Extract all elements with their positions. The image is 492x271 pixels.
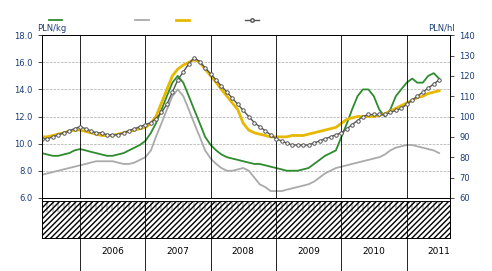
Text: PLN/hl: PLN/hl — [429, 24, 455, 33]
Text: 2008: 2008 — [232, 247, 255, 256]
Text: 2007: 2007 — [166, 247, 189, 256]
Text: 2011: 2011 — [428, 247, 451, 256]
Text: PLN/kg: PLN/kg — [37, 24, 66, 33]
Text: 2010: 2010 — [363, 247, 385, 256]
Text: 2006: 2006 — [101, 247, 124, 256]
Text: 2009: 2009 — [297, 247, 320, 256]
Legend: masło w blokach, OMP, ser Edamski, cena skupu (prawa oś): masło w blokach, OMP, ser Edamski, cena … — [46, 12, 352, 28]
